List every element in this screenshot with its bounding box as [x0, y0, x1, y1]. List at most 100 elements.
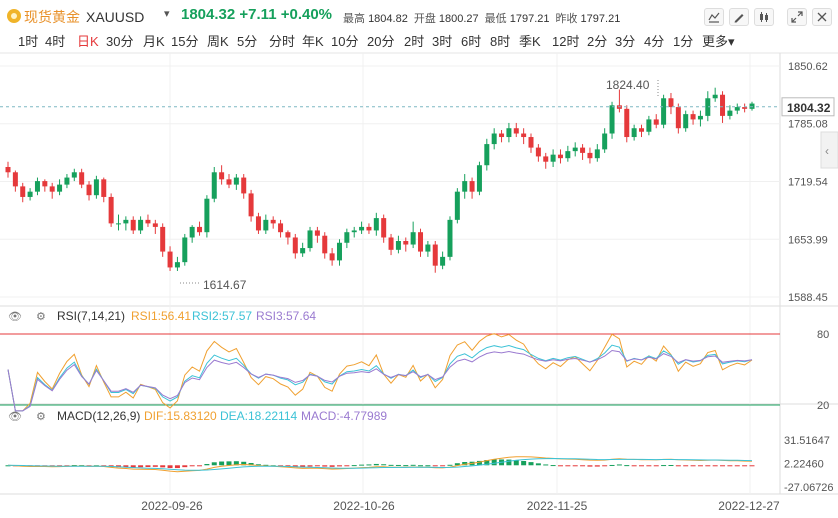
macd-histogram-bar: [734, 465, 740, 467]
macd-histogram-bar: [329, 465, 335, 467]
pencil-icon[interactable]: [729, 8, 749, 26]
macd-histogram-bar: [690, 465, 696, 467]
macd-histogram-bar: [557, 465, 563, 467]
tab-period[interactable]: 4时: [45, 34, 66, 49]
candle-body: [683, 114, 689, 129]
tab-period[interactable]: 分时: [269, 34, 296, 49]
macd-histogram-bar: [189, 465, 195, 467]
candle-body: [233, 177, 239, 185]
candle-body: [20, 186, 26, 197]
candle-body: [86, 184, 92, 196]
candle-body: [440, 256, 446, 266]
tab-period[interactable]: 月K: [143, 34, 165, 49]
macd-histogram-bar: [580, 465, 586, 467]
candle-body: [639, 128, 645, 132]
candle-body: [115, 223, 121, 225]
candle-body: [388, 237, 394, 250]
candle-body: [42, 181, 48, 187]
candle-body: [57, 184, 63, 192]
macd-histogram-bar: [219, 461, 225, 466]
tab-period[interactable]: 8时: [490, 34, 511, 49]
macd-histogram-bar: [668, 465, 674, 467]
last-price: 1804.32 +7.11 +0.40%: [181, 6, 332, 23]
tab-period[interactable]: 12时: [552, 34, 580, 49]
macd-histogram-bar: [624, 465, 630, 467]
candle-body: [587, 152, 593, 159]
candle-body: [418, 232, 424, 252]
macd-histogram-bar: [130, 465, 136, 468]
rsi-label: RSI(7,14,21): [57, 309, 125, 323]
macd-histogram-bar: [322, 465, 328, 467]
tab-period[interactable]: 年K: [302, 34, 324, 49]
tab-period[interactable]: 10分: [331, 34, 359, 49]
close-icon[interactable]: [812, 8, 832, 26]
macd-histogram-bar: [742, 465, 748, 467]
eye-icon: 👁: [8, 411, 22, 423]
tab-period[interactable]: 4分: [644, 34, 665, 49]
macd-histogram-bar: [285, 465, 291, 467]
macd-histogram-bar: [418, 465, 424, 467]
candle-body: [506, 128, 512, 138]
macd-histogram-bar: [344, 465, 350, 467]
chevron-down-icon[interactable]: ▾: [164, 8, 170, 20]
macd-histogram-bar: [182, 465, 188, 468]
macd-histogram-bar: [152, 465, 158, 467]
candle-body: [528, 137, 534, 148]
line-tool-icon[interactable]: [704, 8, 724, 26]
candle-body: [204, 198, 210, 233]
tab-period[interactable]: 1时: [18, 34, 39, 49]
candle-body: [197, 226, 203, 233]
symbol-name[interactable]: 现货黄金 XAUUSD: [24, 7, 144, 27]
macd-histogram-bar: [720, 465, 726, 467]
tab-period[interactable]: 季K: [519, 34, 541, 49]
current-price-label: 1804.32: [787, 101, 831, 115]
candle-body: [307, 230, 313, 249]
candle-body: [329, 253, 335, 261]
tab-period[interactable]: 3时: [432, 34, 453, 49]
candle-body: [425, 244, 431, 252]
rsi3-line: [7, 349, 753, 412]
current-price-box: [781, 97, 835, 117]
candle-body: [101, 179, 107, 197]
candle-body: [712, 94, 718, 99]
macd-dea-value: DEA:18.22114: [220, 409, 297, 423]
candle-body: [749, 103, 755, 109]
gold-coin-icon: [7, 9, 21, 23]
macd-histogram-bar: [197, 465, 203, 467]
macd-histogram-bar: [609, 464, 615, 466]
gear-icon: ⚙: [36, 311, 46, 323]
tab-period[interactable]: 5分: [237, 34, 258, 49]
candle-body: [690, 114, 696, 120]
macd-histogram-bar: [543, 464, 549, 466]
fullscreen-icon[interactable]: [787, 8, 807, 26]
tab-period[interactable]: 6时: [461, 34, 482, 49]
macd-histogram-bar: [639, 465, 645, 467]
tab-period[interactable]: 日K: [77, 34, 99, 49]
chevron-left-icon: ‹: [825, 144, 829, 158]
tab-period[interactable]: 2分: [587, 34, 608, 49]
candle-body: [226, 179, 232, 185]
tab-period[interactable]: 3分: [615, 34, 636, 49]
tab-period[interactable]: 1分: [673, 34, 694, 49]
tab-period[interactable]: 30分: [106, 34, 134, 49]
candle-type-icon[interactable]: [754, 8, 774, 26]
tab-period[interactable]: 15分: [171, 34, 199, 49]
candle-body: [410, 232, 416, 245]
stat-value: 1800.27: [438, 13, 479, 25]
macd-histogram-bar: [462, 461, 468, 466]
quote-header: 现货黄金 XAUUSD ▾ 1804.32 +7.11 +0.40% 最高 180…: [0, 0, 838, 32]
candle-body: [624, 108, 630, 138]
tab-period[interactable]: 周K: [207, 34, 229, 49]
candle-body: [285, 232, 291, 238]
tab-period[interactable]: 2时: [404, 34, 425, 49]
rsi1-line: [7, 333, 753, 412]
candle-body: [491, 133, 497, 145]
candle-body: [565, 151, 571, 159]
candle-body: [336, 242, 342, 261]
price-tick-label: 1653.99: [788, 234, 828, 246]
candle-body: [454, 191, 460, 220]
tab-period[interactable]: 20分: [367, 34, 395, 49]
candle-body: [71, 172, 77, 178]
candle-body: [594, 149, 600, 159]
tab-period[interactable]: 更多▾: [702, 34, 735, 49]
